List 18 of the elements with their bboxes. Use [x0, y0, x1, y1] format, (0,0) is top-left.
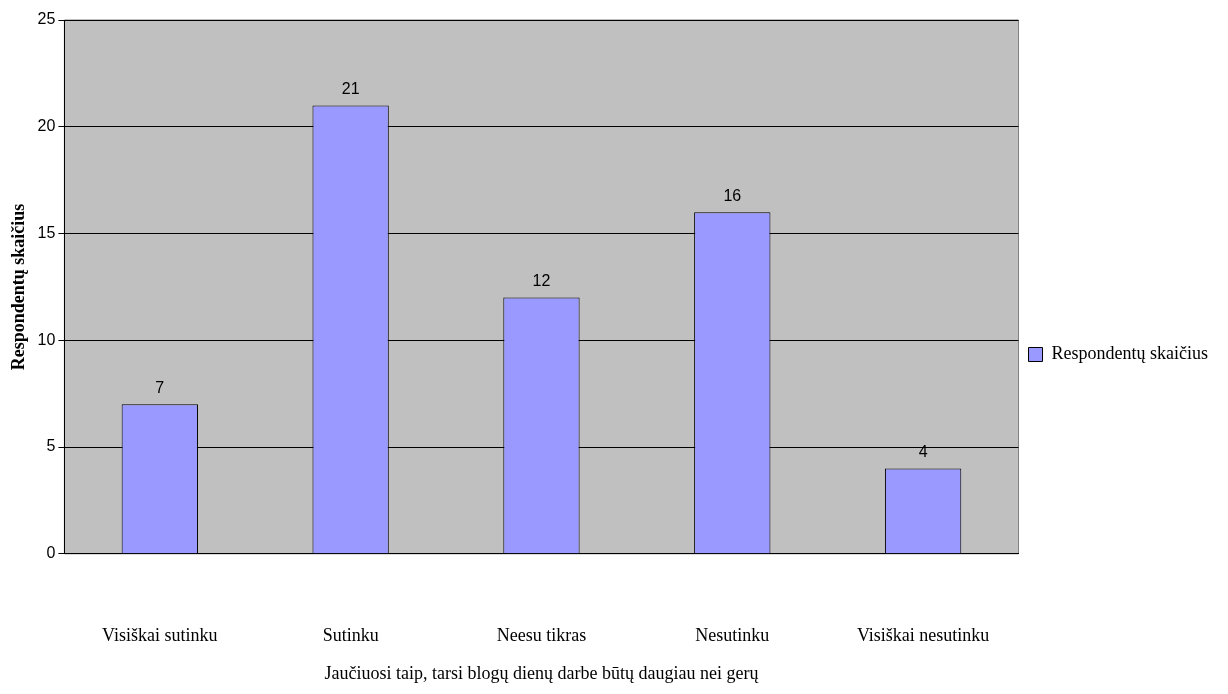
y-tick-label: 15 [37, 223, 56, 241]
x-tick-label: Neesu tikras [496, 625, 587, 646]
data-label: 16 [723, 186, 742, 204]
y-tick-label: 5 [46, 437, 56, 455]
x-tick-label: Sutinku [322, 625, 379, 646]
x-tick-label: Nesutinku [695, 625, 770, 646]
y-tick-label: 0 [46, 544, 56, 562]
legend-label: Respondentų skaičius [1051, 343, 1208, 364]
y-tick-label: 25 [37, 10, 56, 28]
y-axis-title: Respondentų skaičius [8, 203, 29, 371]
data-label: 21 [341, 79, 360, 97]
x-axis-title: Jaučiuosi taip, tarsi blogų dienų darbe būtų daugiau nei gerų [324, 662, 760, 683]
data-label: 7 [155, 378, 165, 396]
y-tick-label: 10 [37, 330, 56, 348]
y-tick-label: 20 [37, 117, 56, 135]
x-tick-label: Visiškai sutinku [102, 625, 218, 646]
x-tick-label: Visiškai nesutinku [856, 625, 990, 646]
data-label: 12 [532, 271, 551, 289]
